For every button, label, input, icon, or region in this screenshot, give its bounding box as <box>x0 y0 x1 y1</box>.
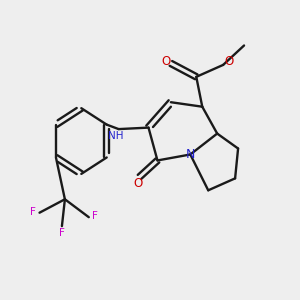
Text: NH: NH <box>108 131 123 141</box>
Text: N: N <box>186 148 196 161</box>
Text: F: F <box>30 207 36 217</box>
Text: F: F <box>92 211 98 221</box>
Text: F: F <box>59 228 65 238</box>
Text: O: O <box>161 56 170 68</box>
Text: O: O <box>134 177 143 190</box>
Text: O: O <box>224 55 233 68</box>
